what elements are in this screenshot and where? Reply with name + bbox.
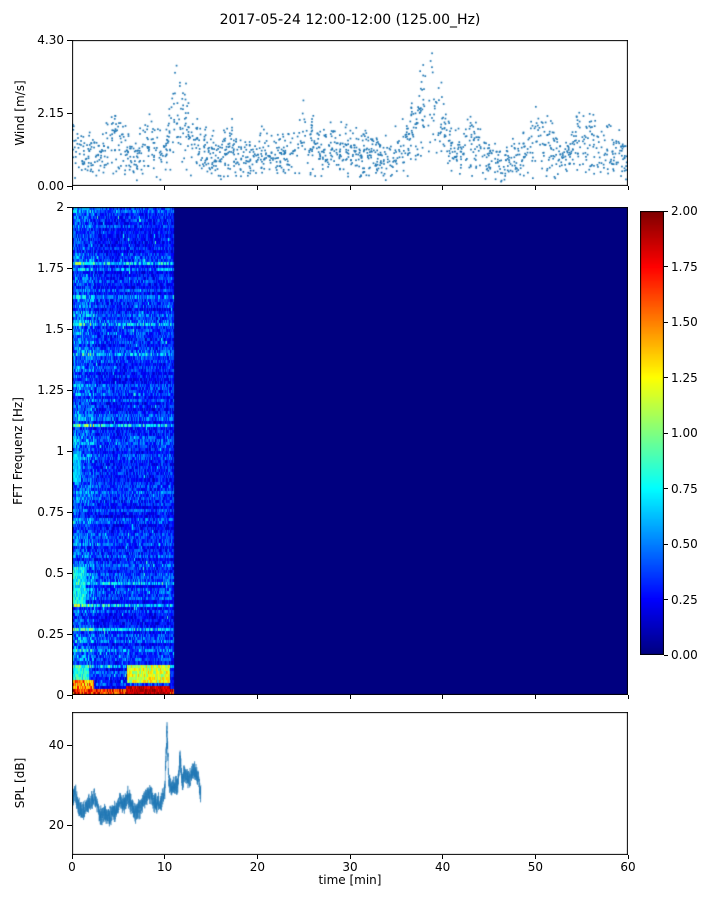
fft-ytick-label: 1.75 (37, 261, 64, 275)
colorbar-tick-label: 0.75 (671, 481, 698, 496)
tick-mark (664, 654, 668, 656)
tick-mark (664, 432, 668, 434)
colorbar-tick-label: 2.00 (671, 204, 698, 218)
tick-mark (164, 186, 166, 190)
wind-scatter-plot (72, 40, 628, 186)
fft-ytick-label: 0.5 (44, 566, 64, 580)
tick-mark (442, 186, 444, 190)
chart-title: 2017-05-24 12:00-12:00 (125.00_Hz) (219, 12, 481, 28)
tick-mark (627, 695, 629, 699)
fft-ytick-label: 0 (56, 688, 64, 702)
colorbar-tick-label: 1.00 (671, 426, 698, 440)
tick-mark (627, 186, 629, 190)
tick-mark (664, 377, 668, 378)
colorbar-tick-label: 1.50 (671, 315, 698, 329)
x-axis-label: time [min] (318, 873, 382, 887)
colorbar-tick-label: 1.75 (671, 259, 698, 274)
colorbar-tick-label: 0.25 (671, 592, 698, 607)
tick-mark (71, 186, 73, 190)
tick-mark (627, 855, 629, 859)
spl-y-axis-label: SPL [dB] (13, 757, 27, 809)
colorbar (640, 211, 664, 655)
colorbar-tick-label: 0.50 (671, 537, 698, 551)
fft-ytick-label: 1.5 (44, 322, 64, 336)
tick-mark (349, 855, 351, 859)
tick-mark (164, 855, 166, 859)
fft-ytick-label: 2 (56, 200, 64, 214)
tick-mark (664, 543, 668, 545)
fft-y-axis-label: FFT Frequenz [Hz] (11, 397, 25, 505)
colorbar-tick-label: 1.25 (671, 370, 698, 385)
tick-mark (256, 855, 258, 859)
colorbar-tick-label: 0.00 (671, 648, 698, 662)
tick-mark (664, 321, 668, 323)
tick-mark (442, 695, 444, 699)
tick-mark (71, 695, 73, 699)
tick-mark (256, 695, 258, 699)
tick-mark (534, 695, 536, 699)
tick-mark (664, 266, 668, 267)
spectrogram-heatmap (72, 207, 628, 695)
tick-mark (664, 488, 668, 489)
tick-mark (534, 186, 536, 190)
tick-mark (664, 210, 668, 212)
fft-ytick-label: 0.25 (37, 627, 64, 641)
spl-line-plot (72, 712, 628, 855)
tick-mark (349, 186, 351, 190)
tick-mark (442, 855, 444, 859)
wind-y-axis-label: Wind [m/s] (13, 80, 27, 146)
tick-mark (164, 695, 166, 699)
tick-mark (71, 855, 73, 859)
tick-mark (664, 599, 668, 600)
tick-mark (349, 695, 351, 699)
tick-mark (534, 855, 536, 859)
tick-mark (256, 186, 258, 190)
